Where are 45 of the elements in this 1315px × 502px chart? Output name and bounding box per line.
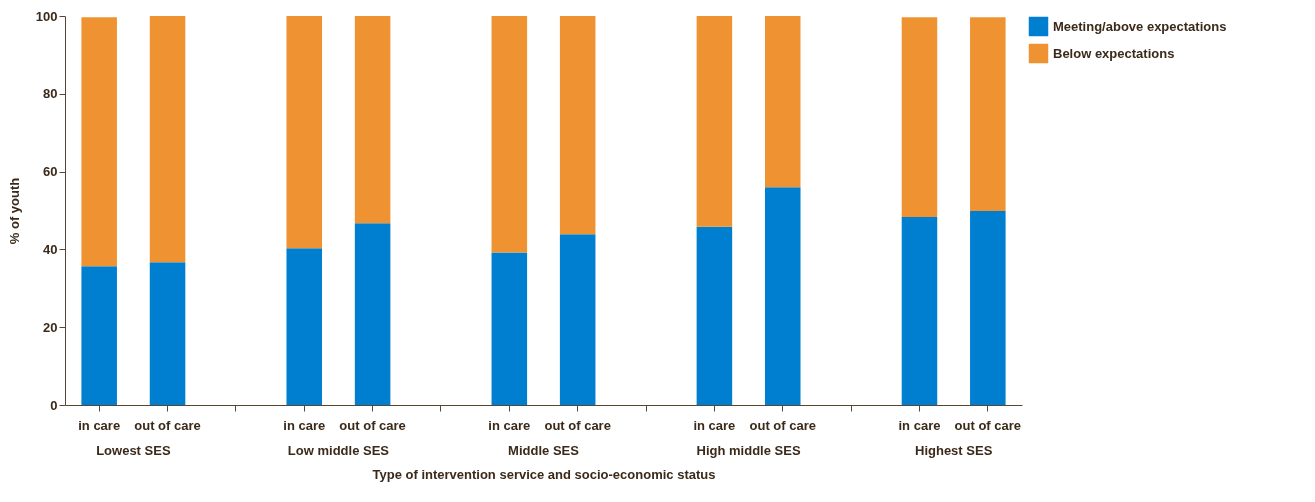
- x-tick-label: out of care: [339, 417, 406, 433]
- text: High middle SES: [696, 443, 801, 458]
- x-tick-label: out of care: [544, 417, 611, 433]
- x-tick-label: out of care: [134, 417, 201, 433]
- bar: [970, 17, 1006, 211]
- y-tick-label: 0: [50, 397, 58, 413]
- bar: [354, 16, 391, 224]
- y-tick-label: 40: [43, 241, 58, 257]
- bar: [81, 17, 117, 267]
- bar: [286, 248, 323, 405]
- x-tick-label: in care: [78, 417, 121, 433]
- bar: [286, 16, 323, 249]
- bar: [149, 262, 186, 405]
- bar: [491, 252, 528, 405]
- bar: [764, 16, 801, 188]
- bar: [149, 16, 186, 263]
- bar: [696, 16, 733, 227]
- bar: [901, 17, 938, 218]
- bar: [81, 266, 117, 405]
- text: Low middle SES: [287, 443, 390, 458]
- text: Middle SES: [508, 443, 580, 458]
- bar: [491, 16, 528, 253]
- y-tick-label: 20: [43, 319, 58, 335]
- text: Highest SES: [914, 443, 993, 458]
- bar: [901, 217, 938, 405]
- bar: [559, 234, 596, 405]
- x-tick-label: out of care: [749, 417, 816, 433]
- text: Lowest SES: [96, 443, 171, 458]
- bar: [559, 16, 596, 235]
- bar: [970, 210, 1006, 405]
- legend-label: Below expectations: [1053, 45, 1175, 61]
- x-tick-label: out of care: [954, 417, 1022, 433]
- x-tick-label: in care: [898, 417, 941, 433]
- x-axis-title: Type of intervention service and socio-economic status: [372, 466, 716, 482]
- y-tick-label: 100: [35, 8, 58, 24]
- y-tick-label: 80: [43, 86, 58, 102]
- bar: [764, 187, 801, 405]
- x-tick-label: in care: [693, 417, 736, 433]
- x-tick-label: in care: [283, 417, 326, 433]
- y-tick-label: 60: [43, 164, 58, 180]
- bar: [354, 223, 391, 405]
- bar: [696, 226, 733, 405]
- legend-label: Meeting/above expectations: [1053, 18, 1227, 34]
- y-axis-title: % of youth: [6, 177, 22, 245]
- x-tick-label: in care: [488, 417, 531, 433]
